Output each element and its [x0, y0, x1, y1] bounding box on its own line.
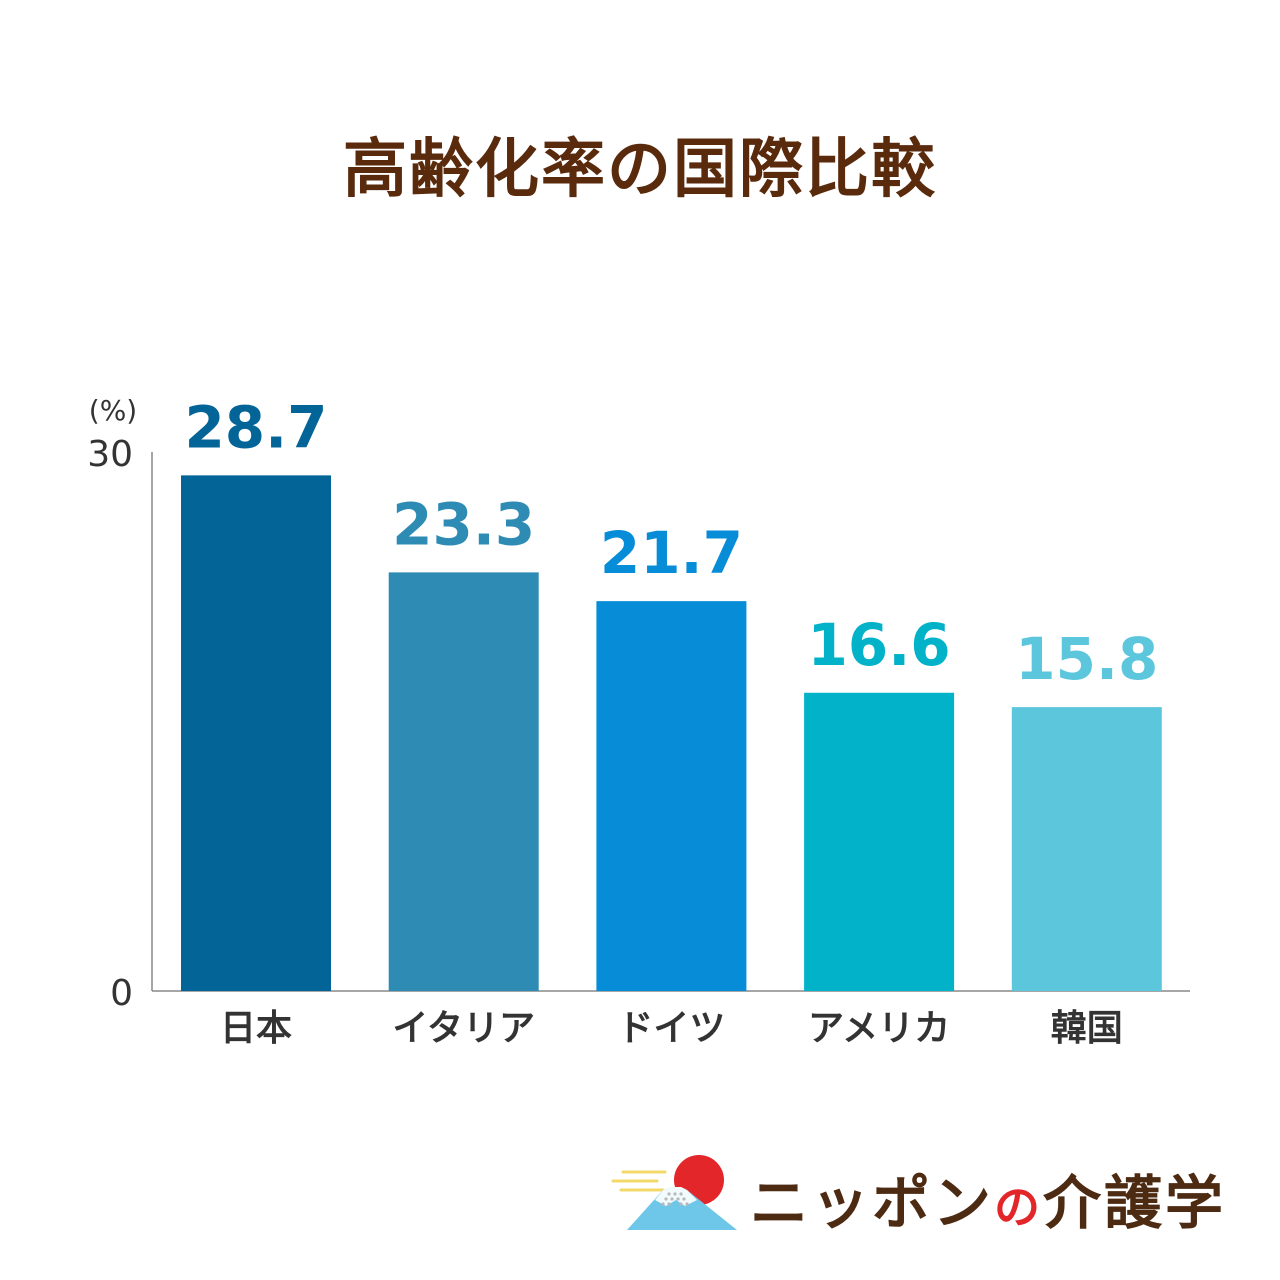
bar — [181, 475, 331, 991]
bar-value-label: 16.6 — [808, 611, 951, 679]
bar-value-label: 15.8 — [1015, 625, 1158, 693]
y-axis-unit-label: (%) — [89, 394, 137, 427]
bar — [804, 692, 955, 991]
y-tick-label: 30 — [87, 434, 133, 475]
brand-name: ニッポンの介護学 — [750, 1156, 1226, 1240]
bar-chart: (%) 0 30 28.7 日本 23.3 イタリア 21.7 ドイツ 16.6 アメリカ 15.8… — [87, 393, 1190, 1049]
bar-value-label: 28.7 — [184, 393, 327, 461]
y-tick-label: 0 — [110, 973, 133, 1014]
bar-value-label: 23.3 — [392, 490, 535, 558]
bar — [1011, 707, 1162, 991]
chart-bars — [181, 475, 1162, 991]
brand-name-tail: 介護学 — [1043, 1169, 1227, 1237]
mountain-snowcap — [655, 1187, 697, 1206]
bar — [388, 572, 539, 991]
x-category-label: イタリア — [392, 1008, 535, 1049]
x-category-label: ドイツ — [617, 1008, 725, 1049]
snow-dots — [661, 1192, 689, 1206]
page-title: 高齢化率の国際比較 — [343, 133, 937, 207]
x-category-label: 日本 — [220, 1008, 292, 1049]
x-category-label: 韓国 — [1051, 1008, 1123, 1049]
brand-logo: ニッポンの介護学 — [605, 1150, 1255, 1240]
chart-labels: 28.7 日本 23.3 イタリア 21.7 ドイツ 16.6 アメリカ 15.8 韓国 — [184, 393, 1158, 1049]
bar-value-label: 21.7 — [600, 519, 743, 587]
mountain-shape — [627, 1187, 737, 1230]
brand-name-main: ニッポン — [750, 1169, 995, 1237]
mount-fuji-sun-icon — [611, 1155, 737, 1230]
bar — [596, 601, 747, 991]
x-category-label: アメリカ — [808, 1008, 950, 1049]
brand-name-no: の — [994, 1180, 1044, 1234]
cloud-lines — [611, 1170, 667, 1192]
